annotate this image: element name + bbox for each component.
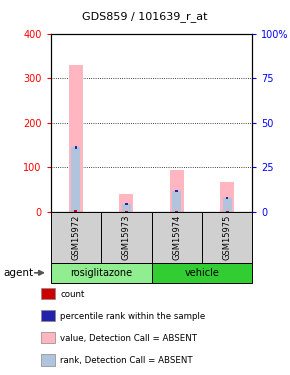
Bar — [51, 262, 152, 283]
Bar — [41, 354, 55, 366]
Text: GDS859 / 101639_r_at: GDS859 / 101639_r_at — [82, 11, 208, 22]
Text: vehicle: vehicle — [184, 268, 219, 278]
Bar — [220, 182, 234, 212]
Bar — [226, 210, 229, 212]
Bar — [101, 212, 152, 262]
Text: GSM15975: GSM15975 — [223, 214, 232, 260]
Text: rosiglitazone: rosiglitazone — [70, 268, 132, 278]
Bar — [41, 332, 55, 344]
Text: count: count — [60, 290, 84, 298]
Bar — [75, 210, 77, 212]
Bar — [122, 204, 131, 212]
Bar — [222, 198, 232, 212]
Text: rank, Detection Call = ABSENT: rank, Detection Call = ABSENT — [60, 356, 193, 365]
Bar — [175, 190, 178, 192]
Bar — [125, 203, 128, 205]
Bar — [71, 147, 81, 212]
Bar — [172, 190, 181, 212]
Bar — [202, 212, 252, 262]
Bar — [125, 210, 128, 212]
Text: percentile rank within the sample: percentile rank within the sample — [60, 312, 205, 321]
Text: GSM15972: GSM15972 — [71, 214, 80, 260]
Text: GSM15974: GSM15974 — [172, 214, 181, 260]
Text: GSM15973: GSM15973 — [122, 214, 131, 260]
Bar — [175, 210, 178, 212]
Bar — [152, 212, 202, 262]
Bar — [152, 262, 252, 283]
Bar — [41, 310, 55, 321]
Bar — [69, 65, 83, 212]
Bar — [119, 194, 133, 212]
Bar — [170, 170, 184, 212]
Bar — [75, 146, 77, 148]
Bar — [226, 197, 228, 199]
Bar — [51, 212, 101, 262]
Text: value, Detection Call = ABSENT: value, Detection Call = ABSENT — [60, 334, 197, 343]
Text: agent: agent — [3, 268, 33, 278]
Bar — [41, 288, 55, 299]
